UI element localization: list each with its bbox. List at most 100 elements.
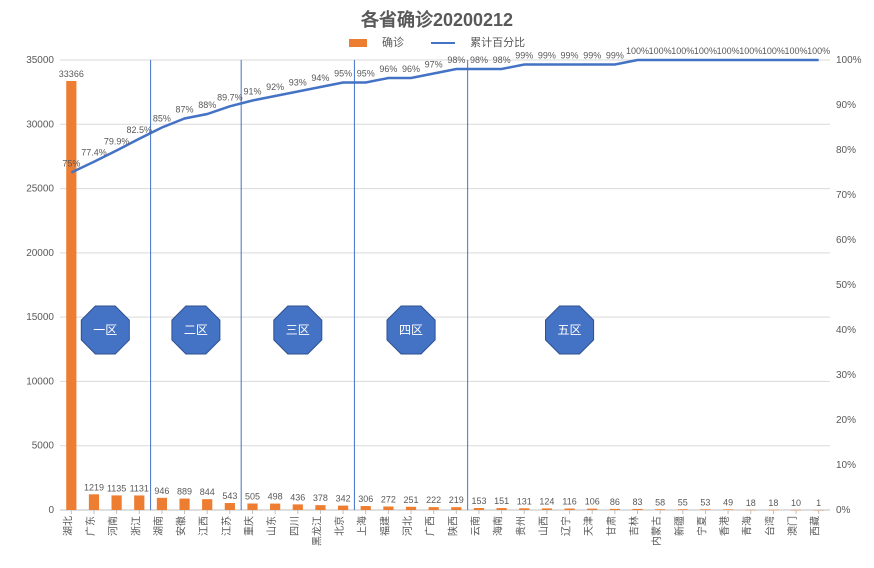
svg-text:江苏: 江苏 bbox=[220, 516, 233, 536]
svg-text:98%: 98% bbox=[447, 55, 465, 65]
svg-text:10000: 10000 bbox=[26, 376, 54, 387]
svg-text:100%: 100% bbox=[762, 46, 785, 56]
svg-text:四川: 四川 bbox=[290, 516, 301, 536]
svg-text:49: 49 bbox=[723, 497, 733, 507]
svg-text:79.9%: 79.9% bbox=[104, 136, 130, 146]
svg-text:95%: 95% bbox=[357, 69, 375, 79]
bar bbox=[89, 494, 99, 510]
svg-text:77.4%: 77.4% bbox=[81, 148, 107, 158]
bar bbox=[678, 509, 688, 510]
svg-text:100%: 100% bbox=[739, 46, 762, 56]
bar bbox=[406, 507, 416, 510]
svg-text:0: 0 bbox=[48, 505, 54, 516]
svg-text:一区: 一区 bbox=[93, 323, 117, 337]
svg-text:99%: 99% bbox=[606, 51, 624, 61]
svg-text:浙江: 浙江 bbox=[130, 516, 142, 536]
bar bbox=[587, 509, 597, 510]
svg-text:五区: 五区 bbox=[558, 323, 582, 337]
bar bbox=[315, 505, 325, 510]
svg-text:二区: 二区 bbox=[184, 323, 208, 337]
svg-text:辽宁: 辽宁 bbox=[560, 516, 573, 536]
svg-text:82.5%: 82.5% bbox=[126, 125, 152, 135]
svg-text:85%: 85% bbox=[153, 114, 171, 124]
svg-text:33366: 33366 bbox=[59, 69, 84, 79]
svg-text:60%: 60% bbox=[836, 235, 856, 246]
svg-text:1131: 1131 bbox=[130, 483, 149, 493]
svg-text:北京: 北京 bbox=[333, 516, 346, 536]
bar bbox=[723, 509, 733, 510]
svg-text:99%: 99% bbox=[583, 51, 601, 61]
svg-text:10: 10 bbox=[791, 498, 801, 508]
bar bbox=[610, 509, 620, 510]
svg-text:153: 153 bbox=[471, 496, 486, 506]
svg-text:498: 498 bbox=[268, 492, 283, 502]
bar bbox=[429, 507, 439, 510]
svg-text:131: 131 bbox=[517, 496, 532, 506]
svg-text:0%: 0% bbox=[836, 505, 851, 516]
svg-text:272: 272 bbox=[381, 495, 396, 505]
svg-text:吉林: 吉林 bbox=[628, 516, 641, 536]
bar bbox=[157, 498, 167, 510]
bar bbox=[247, 504, 257, 510]
svg-text:96%: 96% bbox=[379, 64, 397, 74]
svg-text:342: 342 bbox=[336, 494, 351, 504]
svg-text:30000: 30000 bbox=[26, 119, 54, 130]
svg-text:83: 83 bbox=[632, 497, 642, 507]
svg-text:86: 86 bbox=[610, 497, 620, 507]
bar bbox=[66, 81, 76, 510]
svg-text:18: 18 bbox=[746, 498, 756, 508]
svg-text:江西: 江西 bbox=[198, 516, 210, 536]
svg-text:福建: 福建 bbox=[378, 516, 391, 536]
svg-text:543: 543 bbox=[222, 491, 237, 501]
svg-text:河北: 河北 bbox=[402, 516, 414, 536]
svg-text:100%: 100% bbox=[626, 46, 649, 56]
chart-svg: 050001000015000200002500030000350000%10%… bbox=[0, 0, 874, 568]
svg-text:100%: 100% bbox=[836, 55, 862, 66]
svg-text:海南: 海南 bbox=[492, 516, 505, 536]
svg-text:53: 53 bbox=[700, 497, 710, 507]
svg-text:96%: 96% bbox=[402, 64, 420, 74]
svg-text:100%: 100% bbox=[671, 46, 694, 56]
svg-text:75%: 75% bbox=[62, 159, 80, 169]
svg-text:35000: 35000 bbox=[26, 55, 54, 66]
svg-text:甘肃: 甘肃 bbox=[605, 516, 618, 536]
bar bbox=[293, 504, 303, 510]
svg-text:三区: 三区 bbox=[286, 323, 310, 337]
bar bbox=[451, 507, 461, 510]
svg-text:5000: 5000 bbox=[32, 441, 55, 452]
svg-text:内蒙古: 内蒙古 bbox=[650, 516, 663, 546]
svg-text:黑龙江: 黑龙江 bbox=[310, 516, 323, 546]
svg-text:58: 58 bbox=[655, 497, 665, 507]
svg-text:55: 55 bbox=[678, 497, 688, 507]
svg-text:新疆: 新疆 bbox=[673, 516, 686, 536]
svg-text:广西: 广西 bbox=[425, 516, 437, 536]
svg-text:陕西: 陕西 bbox=[446, 516, 459, 536]
bar bbox=[225, 503, 235, 510]
svg-text:重庆: 重庆 bbox=[243, 516, 256, 536]
svg-text:80%: 80% bbox=[836, 145, 856, 156]
svg-text:安徽: 安徽 bbox=[175, 516, 188, 536]
svg-text:151: 151 bbox=[494, 496, 509, 506]
bar bbox=[112, 495, 122, 510]
bar bbox=[179, 499, 189, 510]
svg-text:10%: 10% bbox=[836, 460, 856, 471]
bar bbox=[474, 508, 484, 510]
svg-text:四区: 四区 bbox=[399, 323, 423, 337]
svg-text:98%: 98% bbox=[493, 55, 511, 65]
svg-text:889: 889 bbox=[177, 487, 192, 497]
bar bbox=[202, 499, 212, 510]
svg-text:95%: 95% bbox=[334, 69, 352, 79]
svg-text:河南: 河南 bbox=[107, 516, 120, 536]
svg-text:100%: 100% bbox=[717, 46, 740, 56]
svg-text:94%: 94% bbox=[311, 73, 329, 83]
svg-text:306: 306 bbox=[358, 494, 373, 504]
svg-text:云南: 云南 bbox=[469, 516, 482, 536]
svg-text:844: 844 bbox=[200, 487, 215, 497]
svg-text:99%: 99% bbox=[538, 51, 556, 61]
svg-text:436: 436 bbox=[290, 492, 305, 502]
svg-text:50%: 50% bbox=[836, 280, 856, 291]
bar bbox=[632, 509, 642, 510]
svg-text:251: 251 bbox=[404, 495, 419, 505]
svg-text:100%: 100% bbox=[807, 46, 830, 56]
svg-text:219: 219 bbox=[449, 495, 464, 505]
